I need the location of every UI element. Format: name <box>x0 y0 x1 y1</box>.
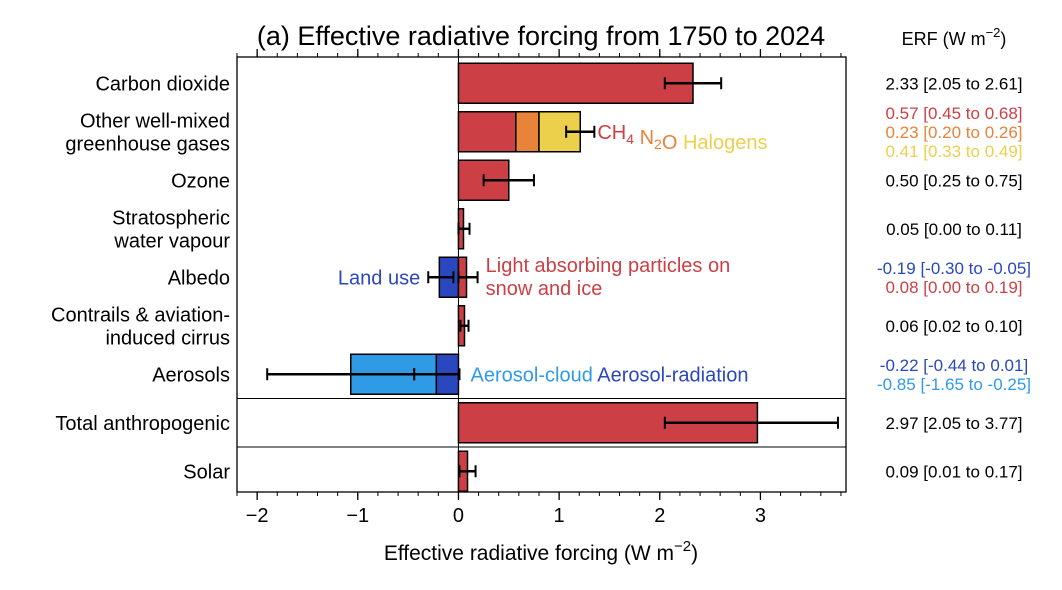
bar-annotation: Aerosol-cloud Aerosol-radiation <box>471 364 749 386</box>
bar-annotation-part: Aerosol-cloud <box>471 364 593 386</box>
erf-value: 0.50 [0.25 to 0.75] <box>885 171 1022 190</box>
bar-annotation-part: 2 <box>654 136 662 152</box>
category-label: Ozone <box>171 170 230 192</box>
x-tick-label: −2 <box>246 505 269 527</box>
x-tick-label: 2 <box>654 505 665 527</box>
category-label: Solar <box>183 461 230 483</box>
category-label: Total anthropogenic <box>55 413 230 435</box>
erf-value: 2.33 [2.05 to 2.61] <box>885 74 1022 93</box>
erf-column-header: ERF (W m−2) <box>902 25 1007 49</box>
erf-column-header-end: ) <box>1000 29 1006 49</box>
bar-annotation: Land use <box>338 267 420 289</box>
bar-annotation-part: Land use <box>338 267 420 289</box>
erf-value: 0.05 [0.00 to 0.11] <box>886 220 1022 239</box>
erf-value: -0.19 [-0.30 to -0.05] <box>877 259 1031 278</box>
bar-annotation-part: O <box>662 132 678 154</box>
category-label: Aerosols <box>152 364 230 386</box>
chart-title: (a) Effective radiative forcing from 175… <box>257 21 825 51</box>
bar-annotation-part: 4 <box>626 131 634 147</box>
category-label: Stratospheric <box>112 207 230 229</box>
x-tick-label: 3 <box>755 505 766 527</box>
bar-annotation-part: Halogens <box>677 132 767 154</box>
x-axis-label-sup: −2 <box>674 538 691 555</box>
bar-segment <box>515 111 540 153</box>
category-label: Albedo <box>168 267 230 289</box>
erf-value: -0.85 [-1.65 to -0.25] <box>877 375 1031 394</box>
bar-annotation-part: CH <box>597 122 626 144</box>
plot-area: −2 −1 0 1 2 3 Carbon dioxide 2.33 [2.05 to 2.61… <box>51 49 1031 527</box>
erf-column-header-sup: −2 <box>986 25 1001 40</box>
category-label: greenhouse gases <box>65 133 230 155</box>
category-label: Contrails & aviation- <box>51 304 230 326</box>
category-label: water vapour <box>113 230 230 252</box>
erf-value: -0.22 [-0.44 to 0.01] <box>880 356 1028 375</box>
erf-column-header-text: ERF (W m <box>902 29 986 49</box>
bar-annotation: snow and ice <box>486 278 603 300</box>
erf-value: 0.09 [0.01 to 0.17] <box>885 462 1022 481</box>
bar-segment <box>457 111 517 153</box>
x-tick-label: −1 <box>346 505 369 527</box>
x-axis-label-end: ) <box>691 542 698 565</box>
erf-value: 2.97 [2.05 to 3.77] <box>885 414 1022 433</box>
erf-value: 0.41 [0.33 to 0.49] <box>885 142 1022 161</box>
bar-annotation-part: Aerosol-radiation <box>593 364 749 386</box>
bar-annotation: CH4 N2O Halogens <box>597 122 767 154</box>
erf-value: 0.06 [0.02 to 0.10] <box>885 317 1022 336</box>
x-axis-label-text: Effective radiative forcing (W m <box>384 542 674 565</box>
x-axis-label: Effective radiative forcing (W m−2) <box>384 538 698 565</box>
x-tick-label: 1 <box>554 505 565 527</box>
bar-annotation-part: N <box>634 127 654 149</box>
erf-value: 0.08 [0.00 to 0.19] <box>885 278 1022 297</box>
plot-frame <box>236 56 847 493</box>
erf-value: 0.57 [0.45 to 0.68] <box>885 104 1022 123</box>
x-tick-label: 0 <box>453 505 464 527</box>
erf-value: 0.23 [0.20 to 0.26] <box>885 123 1022 142</box>
category-label: Carbon dioxide <box>95 73 230 95</box>
bar-segment <box>457 62 694 104</box>
category-label: induced cirrus <box>105 327 230 349</box>
category-label: Other well-mixed <box>80 110 230 132</box>
bar-annotation: Light absorbing particles on <box>486 255 731 277</box>
